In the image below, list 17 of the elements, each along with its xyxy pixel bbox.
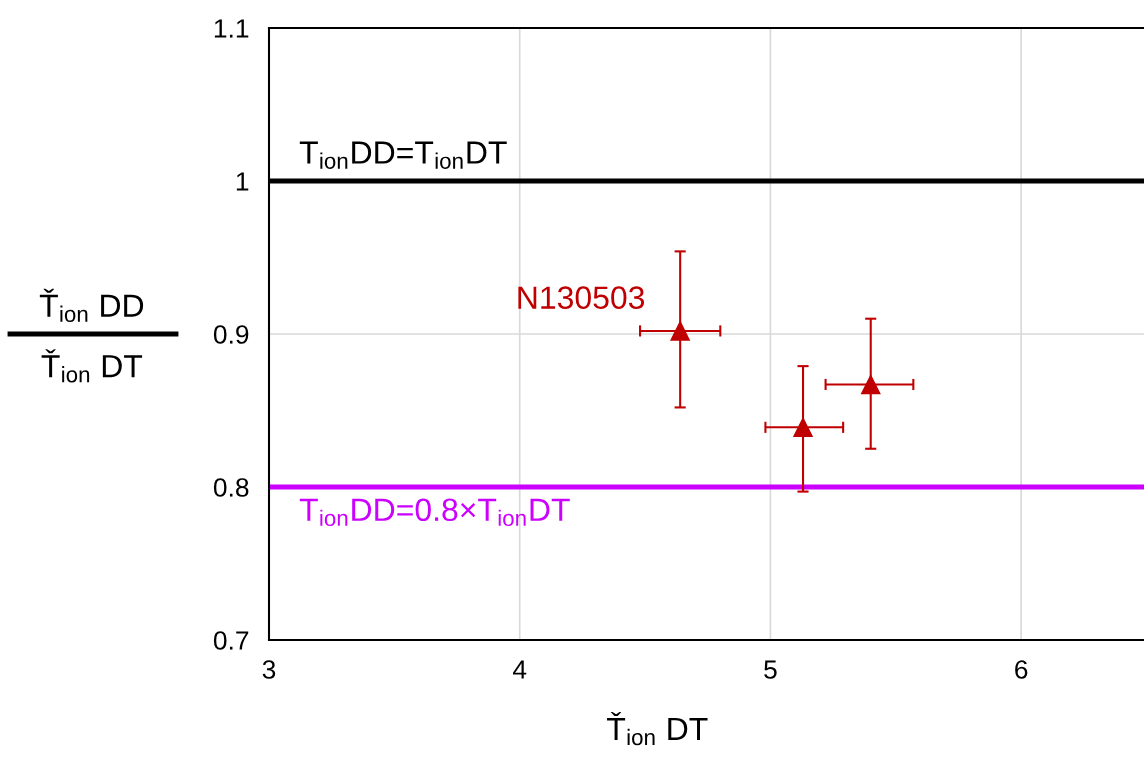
y-tick-label: 0.7 xyxy=(213,631,249,650)
annotation: N130503 xyxy=(518,286,645,309)
x-tick-label: 4 xyxy=(512,660,527,679)
ref-line-label: T$_{ion}$DD=T$_{ion}$DT xyxy=(299,141,507,169)
x-axis-title: Ť$_{ion}$ DT xyxy=(607,712,708,746)
y-tick-label: 0.9 xyxy=(213,325,249,344)
x-tick-label: 3 xyxy=(262,660,276,679)
point xyxy=(793,417,813,438)
ref-line-label: T$_{ion}$DD=0.8×T$_{ion}$DT xyxy=(299,498,570,527)
x-tick-label: 6 xyxy=(1015,660,1028,679)
text: Ť$_{ion}$ DD Ť$_{ion}$ DT xyxy=(39,288,144,383)
point xyxy=(860,374,881,395)
x-tick-label: 5 xyxy=(764,660,777,679)
y-tick-label: 0.8 xyxy=(213,478,249,497)
y-tick-label: 1 xyxy=(236,172,249,191)
y-tick-label: 1.1 xyxy=(214,19,249,38)
point xyxy=(670,321,690,341)
